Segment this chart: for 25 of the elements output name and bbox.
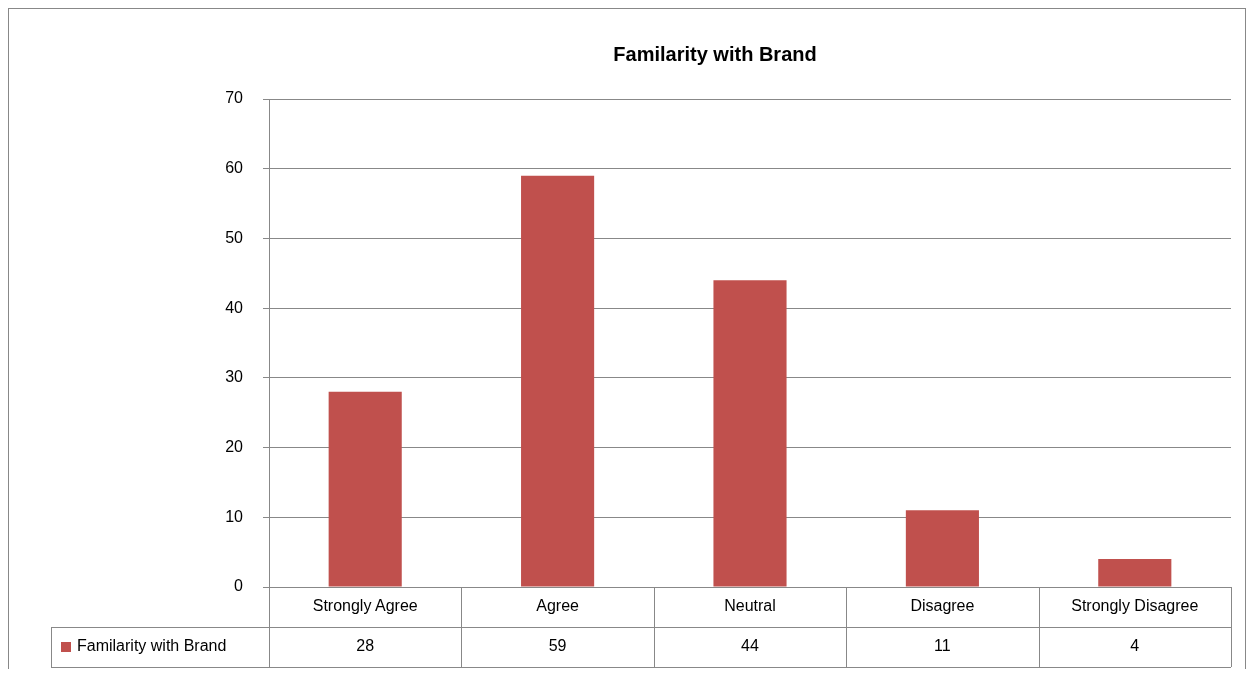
y-tick-label: 20 [225,437,244,455]
data-label: 11 [934,637,951,655]
data-label: 59 [548,637,567,655]
y-tick-label: 70 [225,89,244,107]
x-tick-label: Strongly Agree [312,597,418,615]
x-tick-label: Neutral [724,597,776,615]
bar [521,175,595,587]
y-tick-label: 60 [225,159,244,177]
bar [1098,559,1172,587]
bar [713,280,787,587]
y-tick-label: 10 [225,507,244,525]
x-tick-label: Agree [536,597,580,615]
x-tick-label: Strongly Disagree [1071,597,1199,615]
data-label: 4 [1130,637,1140,655]
y-tick-label: 40 [225,298,244,316]
data-label: 44 [741,637,759,655]
x-tick-label: Disagree [910,597,975,615]
chart-title: Familarity with Brand [613,42,817,65]
data-label: 28 [356,637,375,655]
y-tick-label: 50 [225,228,244,246]
legend-label: Familarity with Brand [77,637,227,655]
bar [905,510,979,587]
y-tick-label: 0 [234,577,244,595]
bar [328,391,402,587]
y-tick-label: 30 [225,368,244,386]
